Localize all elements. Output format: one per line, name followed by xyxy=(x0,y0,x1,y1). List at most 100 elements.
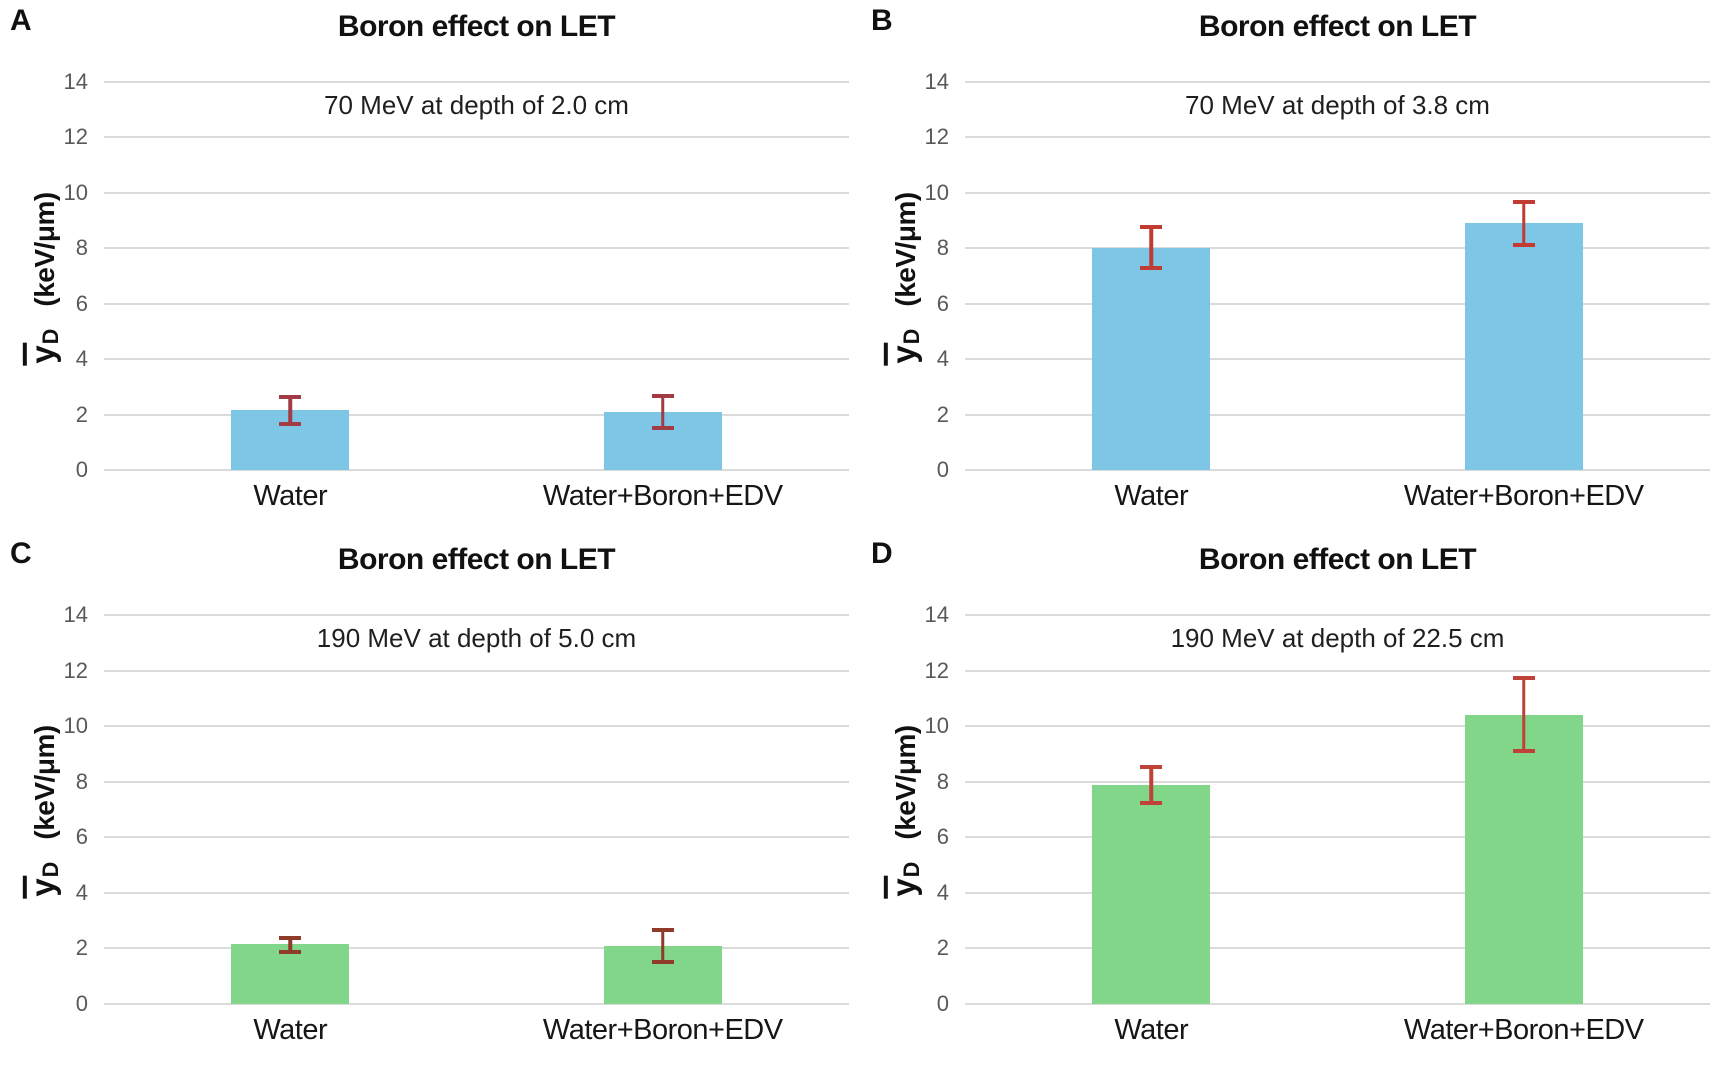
y-tick-label: 10 xyxy=(63,713,88,739)
y-tick-label: 2 xyxy=(75,935,88,961)
x-category-label: Water+Boron+EDV xyxy=(1403,1014,1644,1046)
gridline xyxy=(965,81,1710,83)
y-tick-label: 14 xyxy=(63,69,88,94)
error-bar-line xyxy=(1149,224,1153,271)
gridline xyxy=(104,247,849,250)
gridline xyxy=(104,614,849,616)
error-bar xyxy=(1512,676,1535,753)
panel-letter-a: A xyxy=(10,4,32,37)
y-tick-label: 6 xyxy=(936,824,949,850)
y-tick-label: 12 xyxy=(63,657,88,683)
plot-area: 0 2 4 6 8 10 12 14 190 MeV at depth of 22.5 cm Wa… xyxy=(925,604,1710,1046)
error-bar-line xyxy=(661,393,665,430)
chart-subtitle: 70 MeV at depth of 2.0 cm xyxy=(324,90,629,120)
y-tick-label: 4 xyxy=(936,346,949,372)
y-tick-label: 8 xyxy=(936,768,949,794)
gridline xyxy=(104,81,849,83)
y-axis-subscript: D xyxy=(38,328,64,345)
error-bar-cap-top xyxy=(1140,224,1163,229)
error-bar-cap-bottom xyxy=(1140,266,1163,271)
y-tick-label: 8 xyxy=(75,768,88,794)
y-tick-label: 8 xyxy=(936,235,949,261)
gridline xyxy=(965,136,1710,139)
chart-title: Boron effect on LET xyxy=(337,10,616,43)
y-tick-label: 10 xyxy=(924,713,949,739)
y-tick-label: 8 xyxy=(75,235,88,261)
gridline xyxy=(104,469,849,471)
bar-water xyxy=(1092,248,1211,470)
gridline xyxy=(965,614,1710,616)
chart-subtitle: 70 MeV at depth of 3.8 cm xyxy=(1185,90,1490,120)
error-bar-line xyxy=(1522,199,1526,247)
plot-area: 0 2 4 6 8 10 12 14 70 MeV at depth of 2.0 cm Wate… xyxy=(64,71,849,512)
x-category-label: Water+Boron+EDV xyxy=(542,1014,783,1046)
gridline xyxy=(104,302,849,305)
error-bar-cap-bottom xyxy=(279,421,302,426)
bar-water xyxy=(1092,784,1211,1004)
panel-letter-b: B xyxy=(871,4,893,37)
error-bar xyxy=(279,395,302,426)
chart-title: Boron effect on LET xyxy=(337,543,616,576)
gridline xyxy=(104,191,849,194)
y-tick-label: 2 xyxy=(75,401,88,427)
gridline xyxy=(104,358,849,361)
bar-water-boron-edv xyxy=(1464,223,1583,470)
gridline xyxy=(965,1003,1710,1005)
y-tick-label: 12 xyxy=(924,657,949,683)
y-tick-label: 14 xyxy=(924,69,949,94)
y-axis-label: yD(keV/μm) xyxy=(24,725,64,896)
x-category-label: Water+Boron+EDV xyxy=(1403,480,1644,512)
y-tick-label: 0 xyxy=(936,991,949,1016)
error-bar-cap-bottom xyxy=(1512,242,1535,247)
error-bar-cap-top xyxy=(651,393,674,398)
y-axis-label: yD(keV/μm) xyxy=(885,725,925,896)
y-tick-label: 4 xyxy=(936,879,949,905)
gridline xyxy=(104,136,849,139)
gridline xyxy=(104,891,849,894)
y-axis-label: yD(keV/μm) xyxy=(24,192,64,363)
gridline xyxy=(965,780,1710,783)
error-bar-cap-top xyxy=(279,395,302,400)
panel-a: A Boron effect on LET yD(keV/μm) 0 2 4 6 8 10… xyxy=(0,0,861,533)
error-bar xyxy=(1140,765,1163,806)
gridline xyxy=(104,725,849,728)
error-bar-cap-bottom xyxy=(279,950,302,954)
error-bar-line xyxy=(288,395,292,426)
error-bar-cap-top xyxy=(1140,765,1163,770)
y-tick-label: 14 xyxy=(63,602,88,627)
y-tick-label: 0 xyxy=(936,457,949,482)
gridline xyxy=(965,947,1710,950)
y-tick-label: 14 xyxy=(924,602,949,627)
gridline xyxy=(104,1003,849,1005)
gridline xyxy=(965,191,1710,194)
error-bar xyxy=(1512,199,1535,247)
gridline xyxy=(965,413,1710,416)
plot-area: 0 2 4 6 8 10 12 14 70 MeV at depth of 3.8 cm Wate… xyxy=(925,71,1710,512)
y-tick-label: 6 xyxy=(75,290,88,316)
error-bar-cap-bottom xyxy=(1140,801,1163,806)
y-tick-label: 6 xyxy=(936,290,949,316)
y-tick-label: 6 xyxy=(75,824,88,850)
error-bar-line xyxy=(661,927,665,964)
plot-area: 0 2 4 6 8 10 12 14 190 MeV at depth of 5.0 cm Wat… xyxy=(64,604,849,1046)
y-tick-label: 0 xyxy=(75,991,88,1016)
error-bar xyxy=(279,935,302,954)
error-bar-cap-top xyxy=(279,935,302,940)
y-tick-label: 10 xyxy=(924,179,949,205)
error-bar-cap-top xyxy=(1512,676,1535,681)
error-bar-cap-bottom xyxy=(651,959,674,964)
gridline xyxy=(104,780,849,783)
x-category-label: Water xyxy=(1114,480,1189,512)
y-tick-label: 12 xyxy=(924,124,949,150)
chart-title: Boron effect on LET xyxy=(1198,543,1477,576)
x-category-label: Water+Boron+EDV xyxy=(542,480,783,512)
gridline xyxy=(104,413,849,416)
bar-water-boron-edv xyxy=(1464,715,1583,1004)
y-axis-label: yD(keV/μm) xyxy=(885,192,925,363)
error-bar xyxy=(1140,224,1163,271)
panel-letter-c: C xyxy=(10,537,32,570)
chart-subtitle: 190 MeV at depth of 5.0 cm xyxy=(316,623,637,653)
chart-subtitle: 190 MeV at depth of 22.5 cm xyxy=(1170,623,1505,653)
x-category-label: Water xyxy=(1114,1014,1189,1046)
